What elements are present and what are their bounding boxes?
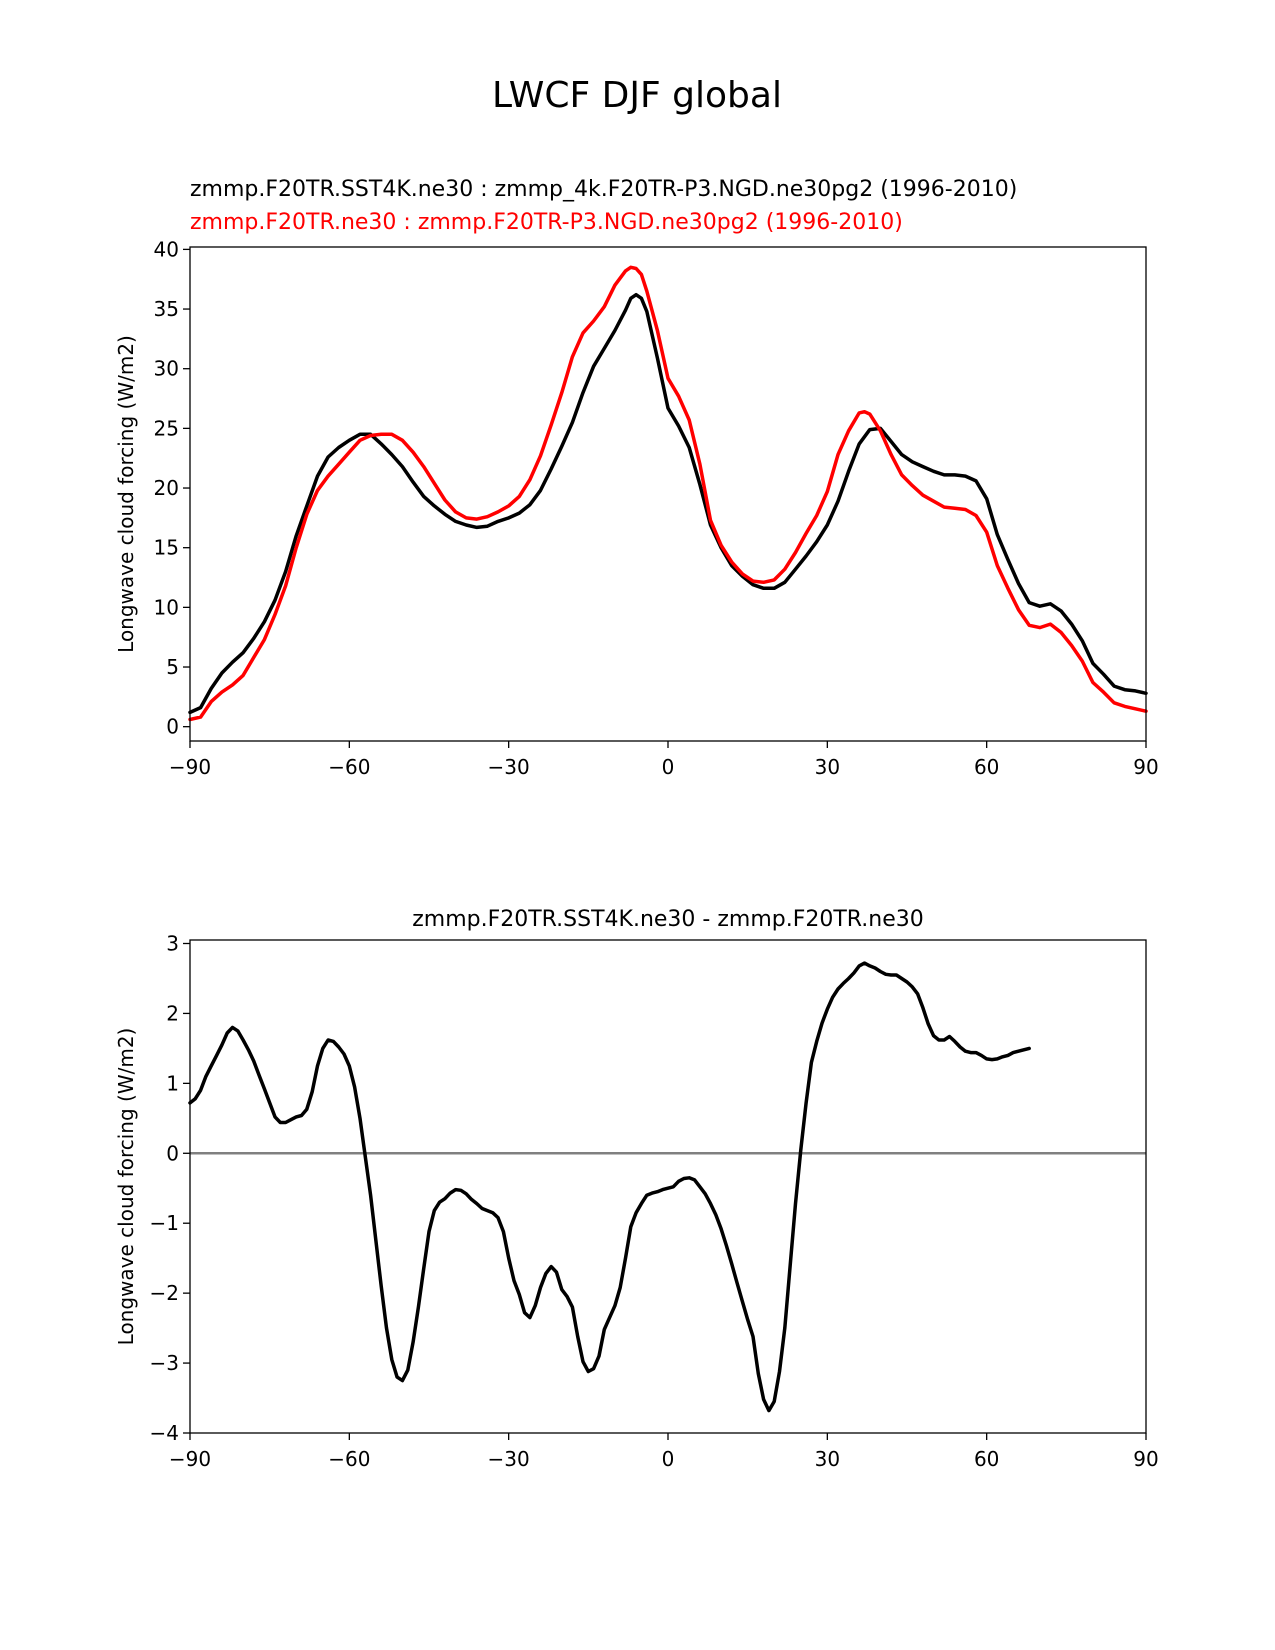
x-tick-label: 90 bbox=[1133, 755, 1158, 779]
y-tick-label: 0 bbox=[166, 1141, 179, 1165]
series-line-0 bbox=[188, 961, 1031, 1413]
x-tick-label: −30 bbox=[488, 755, 530, 779]
bottom-panel: zmmp.F20TR.SST4K.ne30 - zmmp.F20TR.ne30 −… bbox=[114, 907, 1159, 1471]
figure-title: LWCF DJF global bbox=[492, 75, 782, 116]
y-tick-label: 30 bbox=[154, 357, 179, 381]
y-tick-label: −3 bbox=[150, 1351, 179, 1375]
y-tick-label: 0 bbox=[166, 715, 179, 739]
x-tick-label: −60 bbox=[328, 1447, 370, 1471]
y-tick-label: 2 bbox=[166, 1001, 179, 1025]
series-line-0 bbox=[188, 292, 1148, 715]
x-tick-label: 0 bbox=[662, 1447, 675, 1471]
y-tick-label: 20 bbox=[154, 476, 179, 500]
plot-title-line: zmmp.F20TR.SST4K.ne30 - zmmp.F20TR.ne30 bbox=[412, 907, 924, 932]
x-tick-label: −30 bbox=[488, 1447, 530, 1471]
y-tick-label: 35 bbox=[154, 297, 179, 321]
x-tick-label: −90 bbox=[169, 1447, 211, 1471]
x-tick-label: 60 bbox=[974, 755, 999, 779]
y-tick-label: 15 bbox=[154, 536, 179, 560]
plot-title-line: zmmp.F20TR.ne30 : zmmp.F20TR-P3.NGD.ne30… bbox=[190, 210, 903, 235]
plot-title-line: zmmp.F20TR.SST4K.ne30 : zmmp_4k.F20TR-P3… bbox=[190, 177, 1017, 202]
x-tick-label: 90 bbox=[1133, 1447, 1158, 1471]
x-tick-label: −60 bbox=[328, 755, 370, 779]
x-tick-label: 30 bbox=[815, 755, 840, 779]
y-axis-label: Longwave cloud forcing (W/m2) bbox=[114, 1028, 138, 1346]
y-tick-label: 25 bbox=[154, 416, 179, 440]
y-axis-label: Longwave cloud forcing (W/m2) bbox=[114, 335, 138, 653]
x-tick-label: 30 bbox=[815, 1447, 840, 1471]
top-panel: zmmp.F20TR.SST4K.ne30 : zmmp_4k.F20TR-P3… bbox=[114, 177, 1159, 779]
y-tick-label: −1 bbox=[150, 1211, 179, 1235]
x-tick-label: 0 bbox=[662, 755, 675, 779]
y-tick-label: 40 bbox=[154, 237, 179, 261]
y-tick-label: 3 bbox=[166, 931, 179, 955]
y-tick-label: 5 bbox=[166, 655, 179, 679]
y-tick-label: −4 bbox=[150, 1421, 179, 1445]
y-tick-label: 1 bbox=[166, 1071, 179, 1095]
x-tick-label: 60 bbox=[974, 1447, 999, 1471]
series-line-1 bbox=[188, 265, 1148, 722]
y-tick-label: −2 bbox=[150, 1281, 179, 1305]
x-tick-label: −90 bbox=[169, 755, 211, 779]
y-tick-label: 10 bbox=[154, 595, 179, 619]
